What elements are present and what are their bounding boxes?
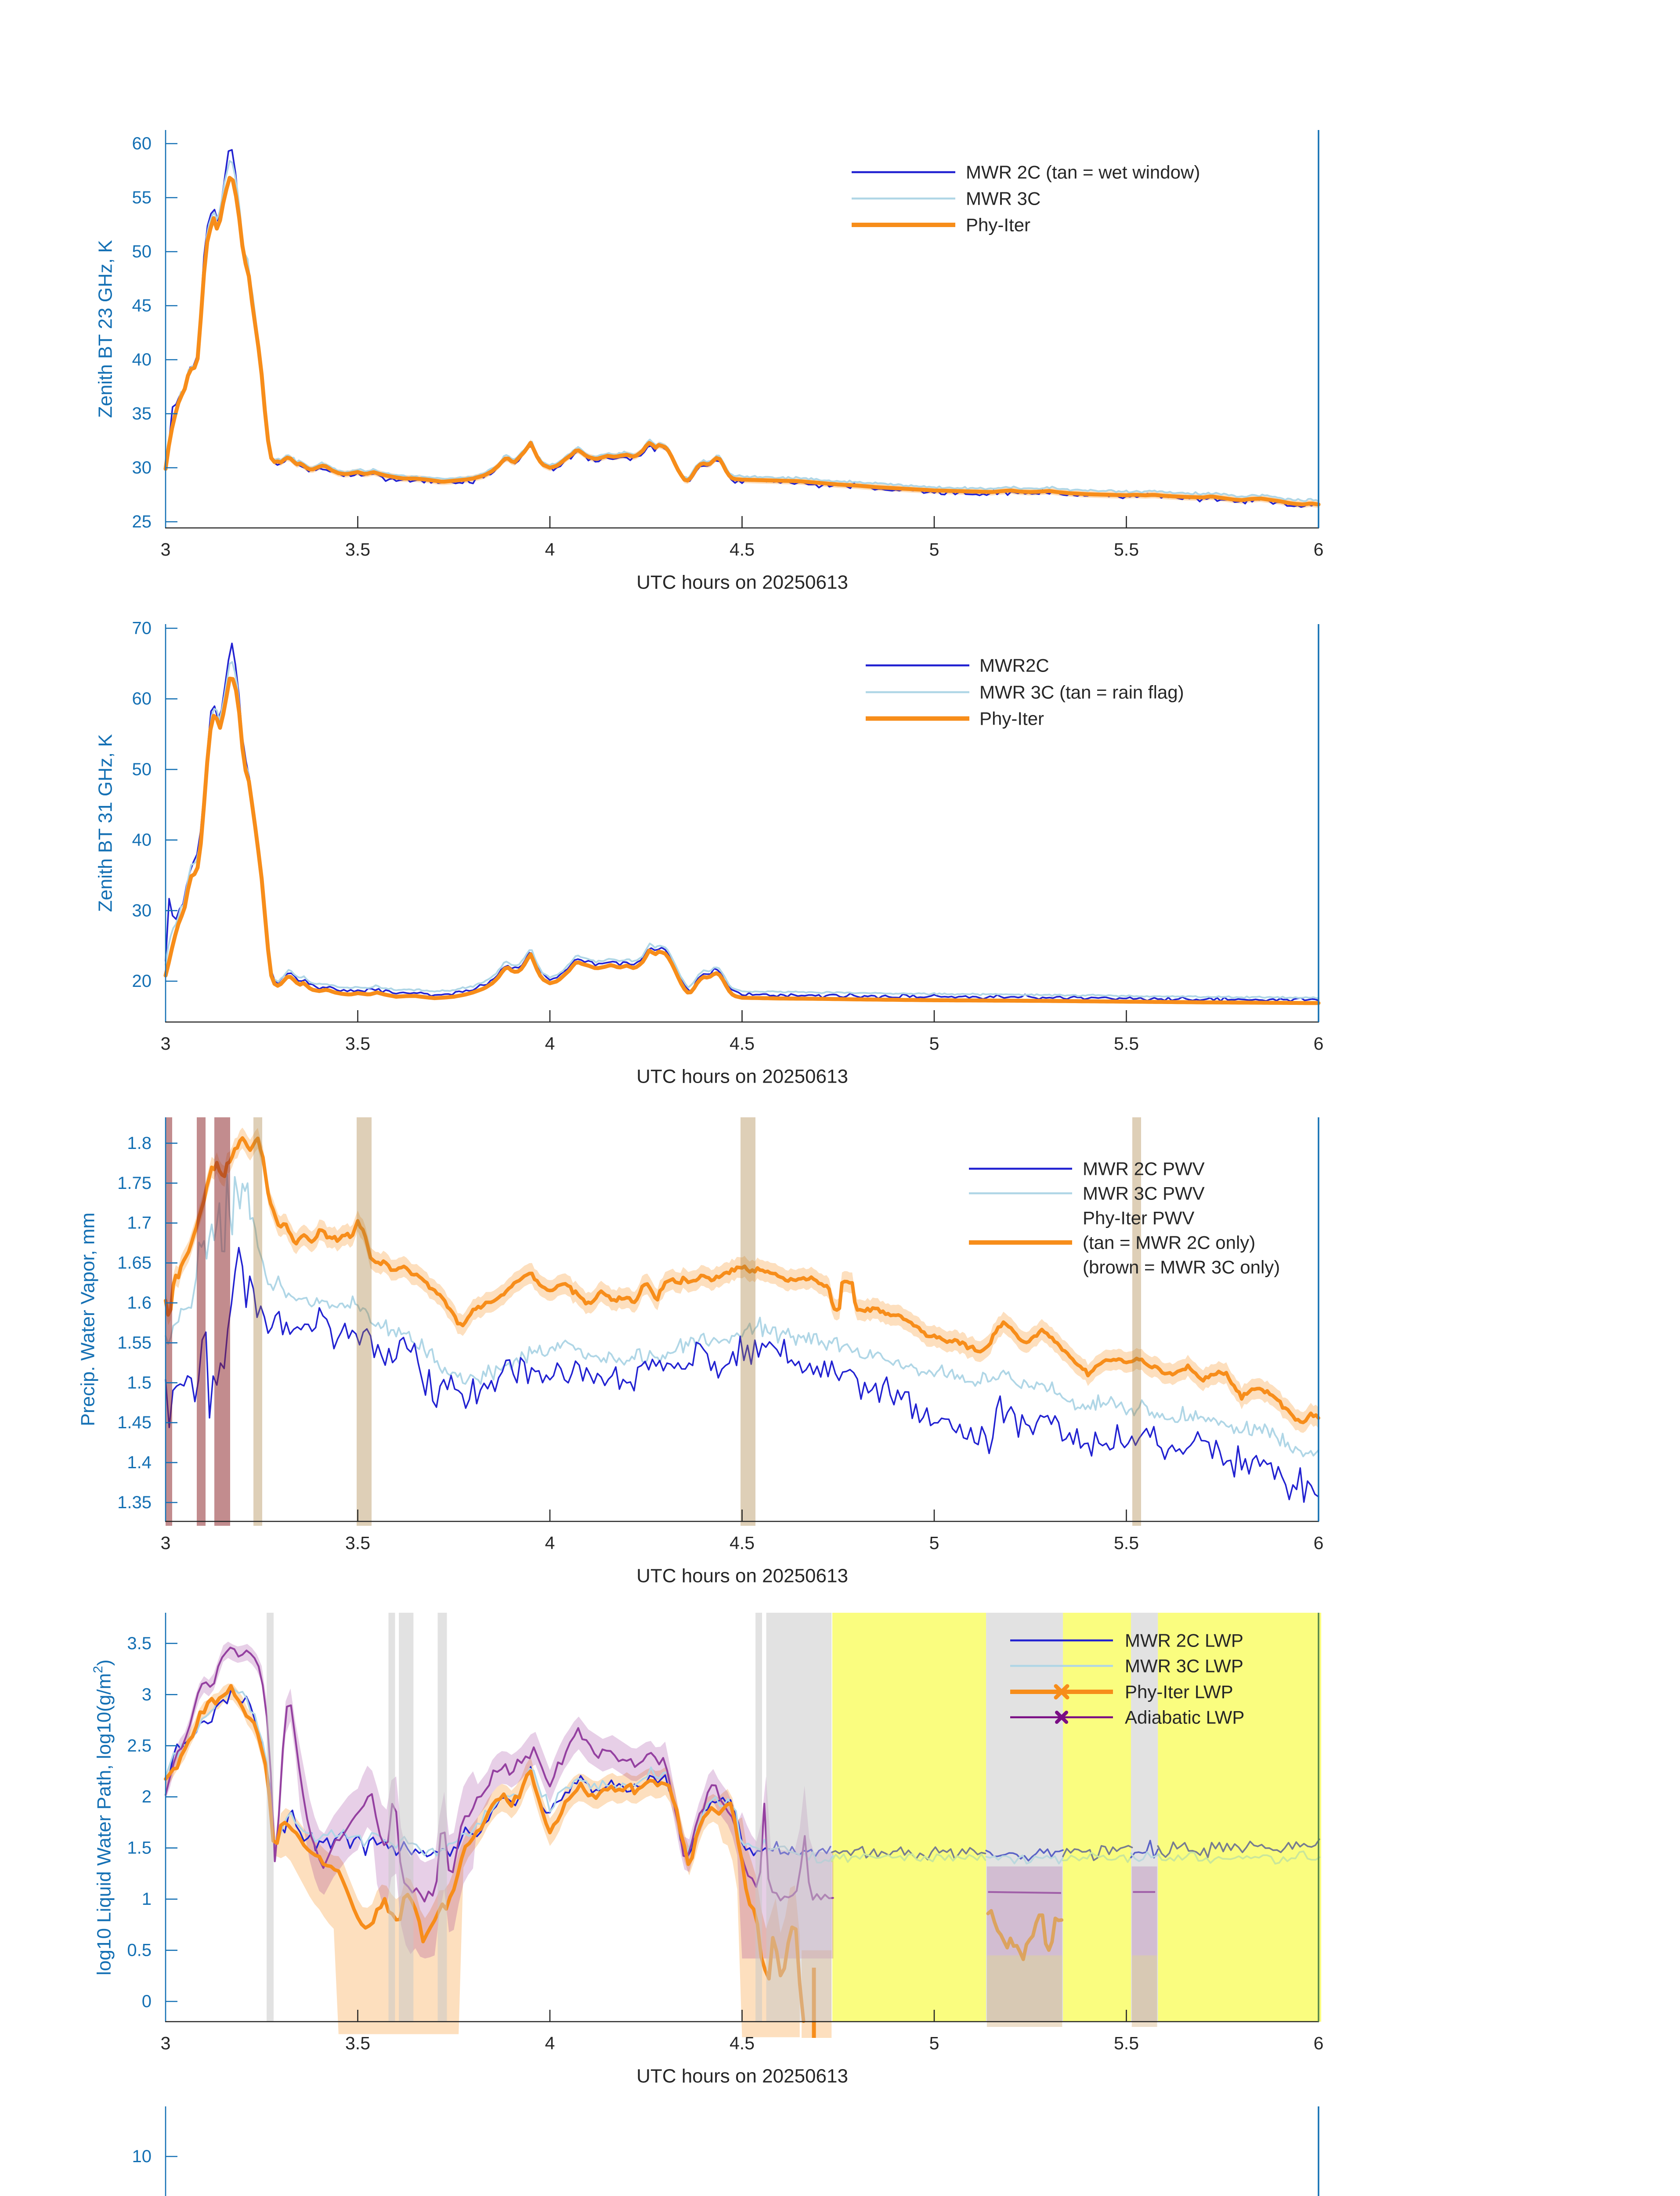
svg-text:50: 50 xyxy=(132,242,152,261)
svg-text:4.5: 4.5 xyxy=(730,539,755,560)
svg-text:4: 4 xyxy=(545,539,555,560)
svg-text:40: 40 xyxy=(132,831,152,850)
svg-text:4.5: 4.5 xyxy=(730,2033,755,2053)
svg-text:35: 35 xyxy=(132,404,152,423)
svg-text:MWR 3C PWV: MWR 3C PWV xyxy=(1083,1183,1205,1204)
svg-text:3.5: 3.5 xyxy=(345,2033,370,2053)
svg-text:Zenith BT 31 GHz, K: Zenith BT 31 GHz, K xyxy=(95,734,116,912)
svg-text:70: 70 xyxy=(132,619,152,638)
svg-text:Phy-Iter PWV: Phy-Iter PWV xyxy=(1083,1208,1194,1228)
svg-text:3.5: 3.5 xyxy=(345,539,370,560)
svg-text:MWR 2C LWP: MWR 2C LWP xyxy=(1125,1630,1243,1651)
svg-text:4: 4 xyxy=(545,1533,555,1553)
svg-text:20: 20 xyxy=(132,972,152,991)
svg-text:1.6: 1.6 xyxy=(127,1293,152,1313)
svg-text:5.5: 5.5 xyxy=(1114,1533,1139,1553)
svg-text:1.45: 1.45 xyxy=(117,1413,152,1432)
svg-text:5: 5 xyxy=(929,1033,939,1054)
svg-text:(brown = MWR 3C only): (brown = MWR 3C only) xyxy=(1083,1257,1280,1278)
svg-text:30: 30 xyxy=(132,458,152,477)
svg-text:3: 3 xyxy=(142,1685,152,1704)
svg-text:25: 25 xyxy=(132,512,152,531)
svg-text:1.55: 1.55 xyxy=(117,1333,152,1352)
svg-text:5: 5 xyxy=(929,539,939,560)
svg-text:Phy-Iter: Phy-Iter xyxy=(966,215,1030,235)
svg-text:10: 10 xyxy=(132,2147,152,2166)
svg-text:4: 4 xyxy=(545,1033,555,1054)
svg-text:5.5: 5.5 xyxy=(1114,1033,1139,1054)
svg-text:UTC hours on 20250613: UTC hours on 20250613 xyxy=(636,1565,848,1587)
svg-text:5: 5 xyxy=(929,2033,939,2053)
svg-text:60: 60 xyxy=(132,134,152,153)
svg-text:1.5: 1.5 xyxy=(127,1838,152,1858)
svg-text:Phy-Iter: Phy-Iter xyxy=(979,708,1044,729)
svg-text:1.35: 1.35 xyxy=(117,1493,152,1512)
svg-text:45: 45 xyxy=(132,296,152,315)
svg-text:3: 3 xyxy=(161,2033,171,2053)
svg-text:1.4: 1.4 xyxy=(127,1453,152,1472)
svg-text:6: 6 xyxy=(1314,1033,1324,1054)
svg-text:50: 50 xyxy=(132,760,152,779)
svg-text:5: 5 xyxy=(929,1533,939,1553)
svg-text:4: 4 xyxy=(545,2033,555,2053)
svg-text:3.5: 3.5 xyxy=(127,1634,152,1653)
svg-text:MWR 3C LWP: MWR 3C LWP xyxy=(1125,1656,1243,1676)
svg-text:1.8: 1.8 xyxy=(127,1134,152,1153)
svg-text:55: 55 xyxy=(132,188,152,207)
svg-text:4.5: 4.5 xyxy=(730,1033,755,1054)
svg-text:UTC hours on 20250613: UTC hours on 20250613 xyxy=(636,2066,848,2087)
svg-text:2: 2 xyxy=(142,1787,152,1806)
svg-text:6: 6 xyxy=(1314,2033,1324,2053)
svg-text:log10 Liquid Water Path, log10: log10 Liquid Water Path, log10(g/m2) xyxy=(91,1659,115,1975)
svg-text:Zenith BT 23 GHz, K: Zenith BT 23 GHz, K xyxy=(95,240,116,418)
svg-text:3.5: 3.5 xyxy=(345,1033,370,1054)
svg-text:1: 1 xyxy=(142,1889,152,1909)
svg-text:6: 6 xyxy=(1314,1533,1324,1553)
svg-text:UTC hours on 20250613: UTC hours on 20250613 xyxy=(636,1066,848,1087)
svg-text:0.5: 0.5 xyxy=(127,1941,152,1960)
svg-text:UTC hours on 20250613: UTC hours on 20250613 xyxy=(636,572,848,593)
svg-text:3: 3 xyxy=(161,1533,171,1553)
svg-text:MWR2C: MWR2C xyxy=(979,655,1049,676)
svg-text:1.65: 1.65 xyxy=(117,1253,152,1273)
svg-text:MWR 2C PWV: MWR 2C PWV xyxy=(1083,1159,1205,1179)
svg-text:2.5: 2.5 xyxy=(127,1736,152,1755)
svg-text:1.5: 1.5 xyxy=(127,1373,152,1392)
svg-text:3.5: 3.5 xyxy=(345,1533,370,1553)
svg-text:6: 6 xyxy=(1314,539,1324,560)
svg-text:(tan = MWR 2C only): (tan = MWR 2C only) xyxy=(1083,1232,1255,1253)
svg-text:Precip. Water Vapor, mm: Precip. Water Vapor, mm xyxy=(77,1213,99,1427)
svg-text:MWR 3C (tan = rain flag): MWR 3C (tan = rain flag) xyxy=(979,682,1184,703)
svg-text:4.5: 4.5 xyxy=(730,1533,755,1553)
svg-text:MWR 2C (tan = wet window): MWR 2C (tan = wet window) xyxy=(966,162,1200,183)
svg-text:5.5: 5.5 xyxy=(1114,539,1139,560)
svg-text:Adiabatic LWP: Adiabatic LWP xyxy=(1125,1707,1244,1728)
svg-text:0: 0 xyxy=(142,1992,152,2011)
svg-text:Phy-Iter LWP: Phy-Iter LWP xyxy=(1125,1682,1233,1702)
svg-text:30: 30 xyxy=(132,901,152,920)
svg-text:1.7: 1.7 xyxy=(127,1214,152,1233)
svg-text:MWR 3C: MWR 3C xyxy=(966,188,1041,209)
svg-text:40: 40 xyxy=(132,350,152,369)
svg-text:3: 3 xyxy=(161,539,171,560)
svg-text:60: 60 xyxy=(132,689,152,708)
svg-text:3: 3 xyxy=(161,1033,171,1054)
svg-text:5.5: 5.5 xyxy=(1114,2033,1139,2053)
svg-text:1.75: 1.75 xyxy=(117,1174,152,1193)
